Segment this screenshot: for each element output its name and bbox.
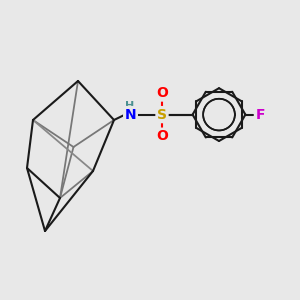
Text: S: S — [157, 108, 167, 122]
Text: N: N — [125, 108, 136, 122]
Text: H: H — [125, 100, 134, 111]
Text: O: O — [156, 86, 168, 100]
Text: F: F — [256, 108, 265, 122]
Text: O: O — [156, 129, 168, 143]
